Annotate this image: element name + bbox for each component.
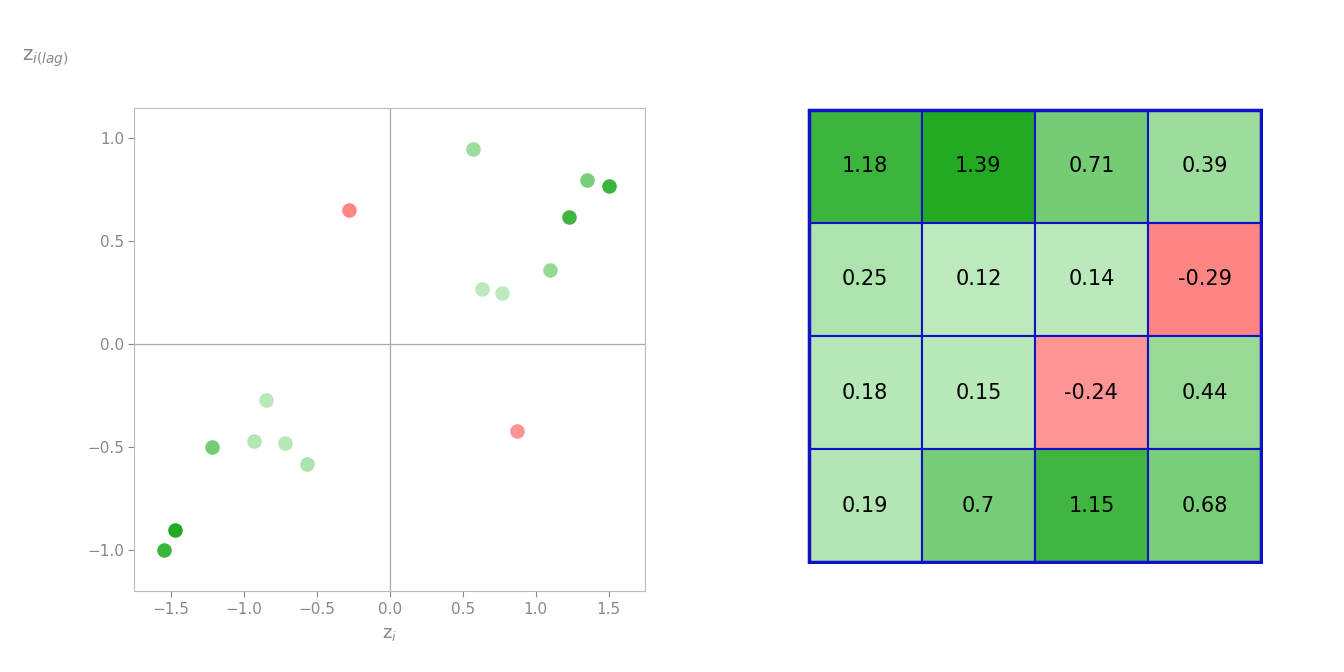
- Bar: [809, 336, 922, 449]
- Bar: [1035, 223, 1148, 336]
- Point: [539, 265, 560, 276]
- Point: [274, 437, 296, 448]
- Text: 0.7: 0.7: [962, 496, 995, 515]
- Text: -0.24: -0.24: [1064, 382, 1118, 403]
- Bar: [922, 110, 1035, 223]
- Bar: [922, 449, 1035, 562]
- Point: [255, 394, 277, 405]
- X-axis label: z$_i$: z$_i$: [382, 625, 398, 643]
- Point: [164, 524, 185, 535]
- Text: -0.29: -0.29: [1177, 269, 1231, 290]
- Text: 0.14: 0.14: [1068, 269, 1114, 290]
- Point: [462, 143, 484, 154]
- Text: 0.68: 0.68: [1181, 496, 1227, 515]
- Text: 1.18: 1.18: [843, 157, 888, 176]
- Point: [559, 211, 581, 222]
- Text: 0.39: 0.39: [1181, 157, 1228, 176]
- Text: 1.15: 1.15: [1068, 496, 1114, 515]
- Text: 0.12: 0.12: [956, 269, 1001, 290]
- Bar: [922, 223, 1035, 336]
- Text: 0.15: 0.15: [956, 382, 1001, 403]
- Bar: [1148, 336, 1261, 449]
- Point: [492, 288, 513, 298]
- Point: [470, 284, 492, 294]
- Bar: [1148, 110, 1261, 223]
- Bar: [809, 449, 922, 562]
- Bar: [922, 336, 1035, 449]
- Bar: [1035, 336, 1148, 449]
- Point: [598, 180, 620, 191]
- Point: [153, 545, 175, 556]
- Point: [296, 458, 317, 469]
- Bar: [1035, 110, 1148, 223]
- Text: 0.71: 0.71: [1068, 157, 1114, 176]
- Text: z$_{i(lag)}$: z$_{i(lag)}$: [22, 47, 69, 69]
- Point: [202, 442, 223, 453]
- Text: 1.39: 1.39: [956, 157, 1001, 176]
- Bar: [1148, 449, 1261, 562]
- Text: 0.19: 0.19: [841, 496, 888, 515]
- Point: [505, 425, 527, 436]
- Bar: [1148, 223, 1261, 336]
- Bar: [1035, 449, 1148, 562]
- Point: [243, 435, 265, 446]
- Bar: [809, 223, 922, 336]
- Point: [339, 205, 360, 216]
- Bar: [809, 110, 922, 223]
- Point: [577, 174, 598, 185]
- Text: 0.44: 0.44: [1181, 382, 1227, 403]
- Text: 0.25: 0.25: [843, 269, 888, 290]
- Text: 0.18: 0.18: [843, 382, 888, 403]
